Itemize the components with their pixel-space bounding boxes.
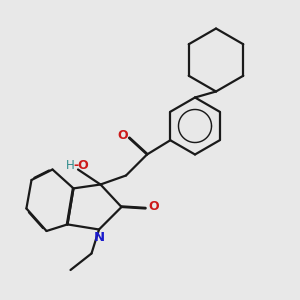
Text: H: H [66,159,75,172]
Text: -O: -O [73,159,89,172]
Text: O: O [117,129,128,142]
Text: N: N [94,231,105,244]
Text: O: O [148,200,159,214]
